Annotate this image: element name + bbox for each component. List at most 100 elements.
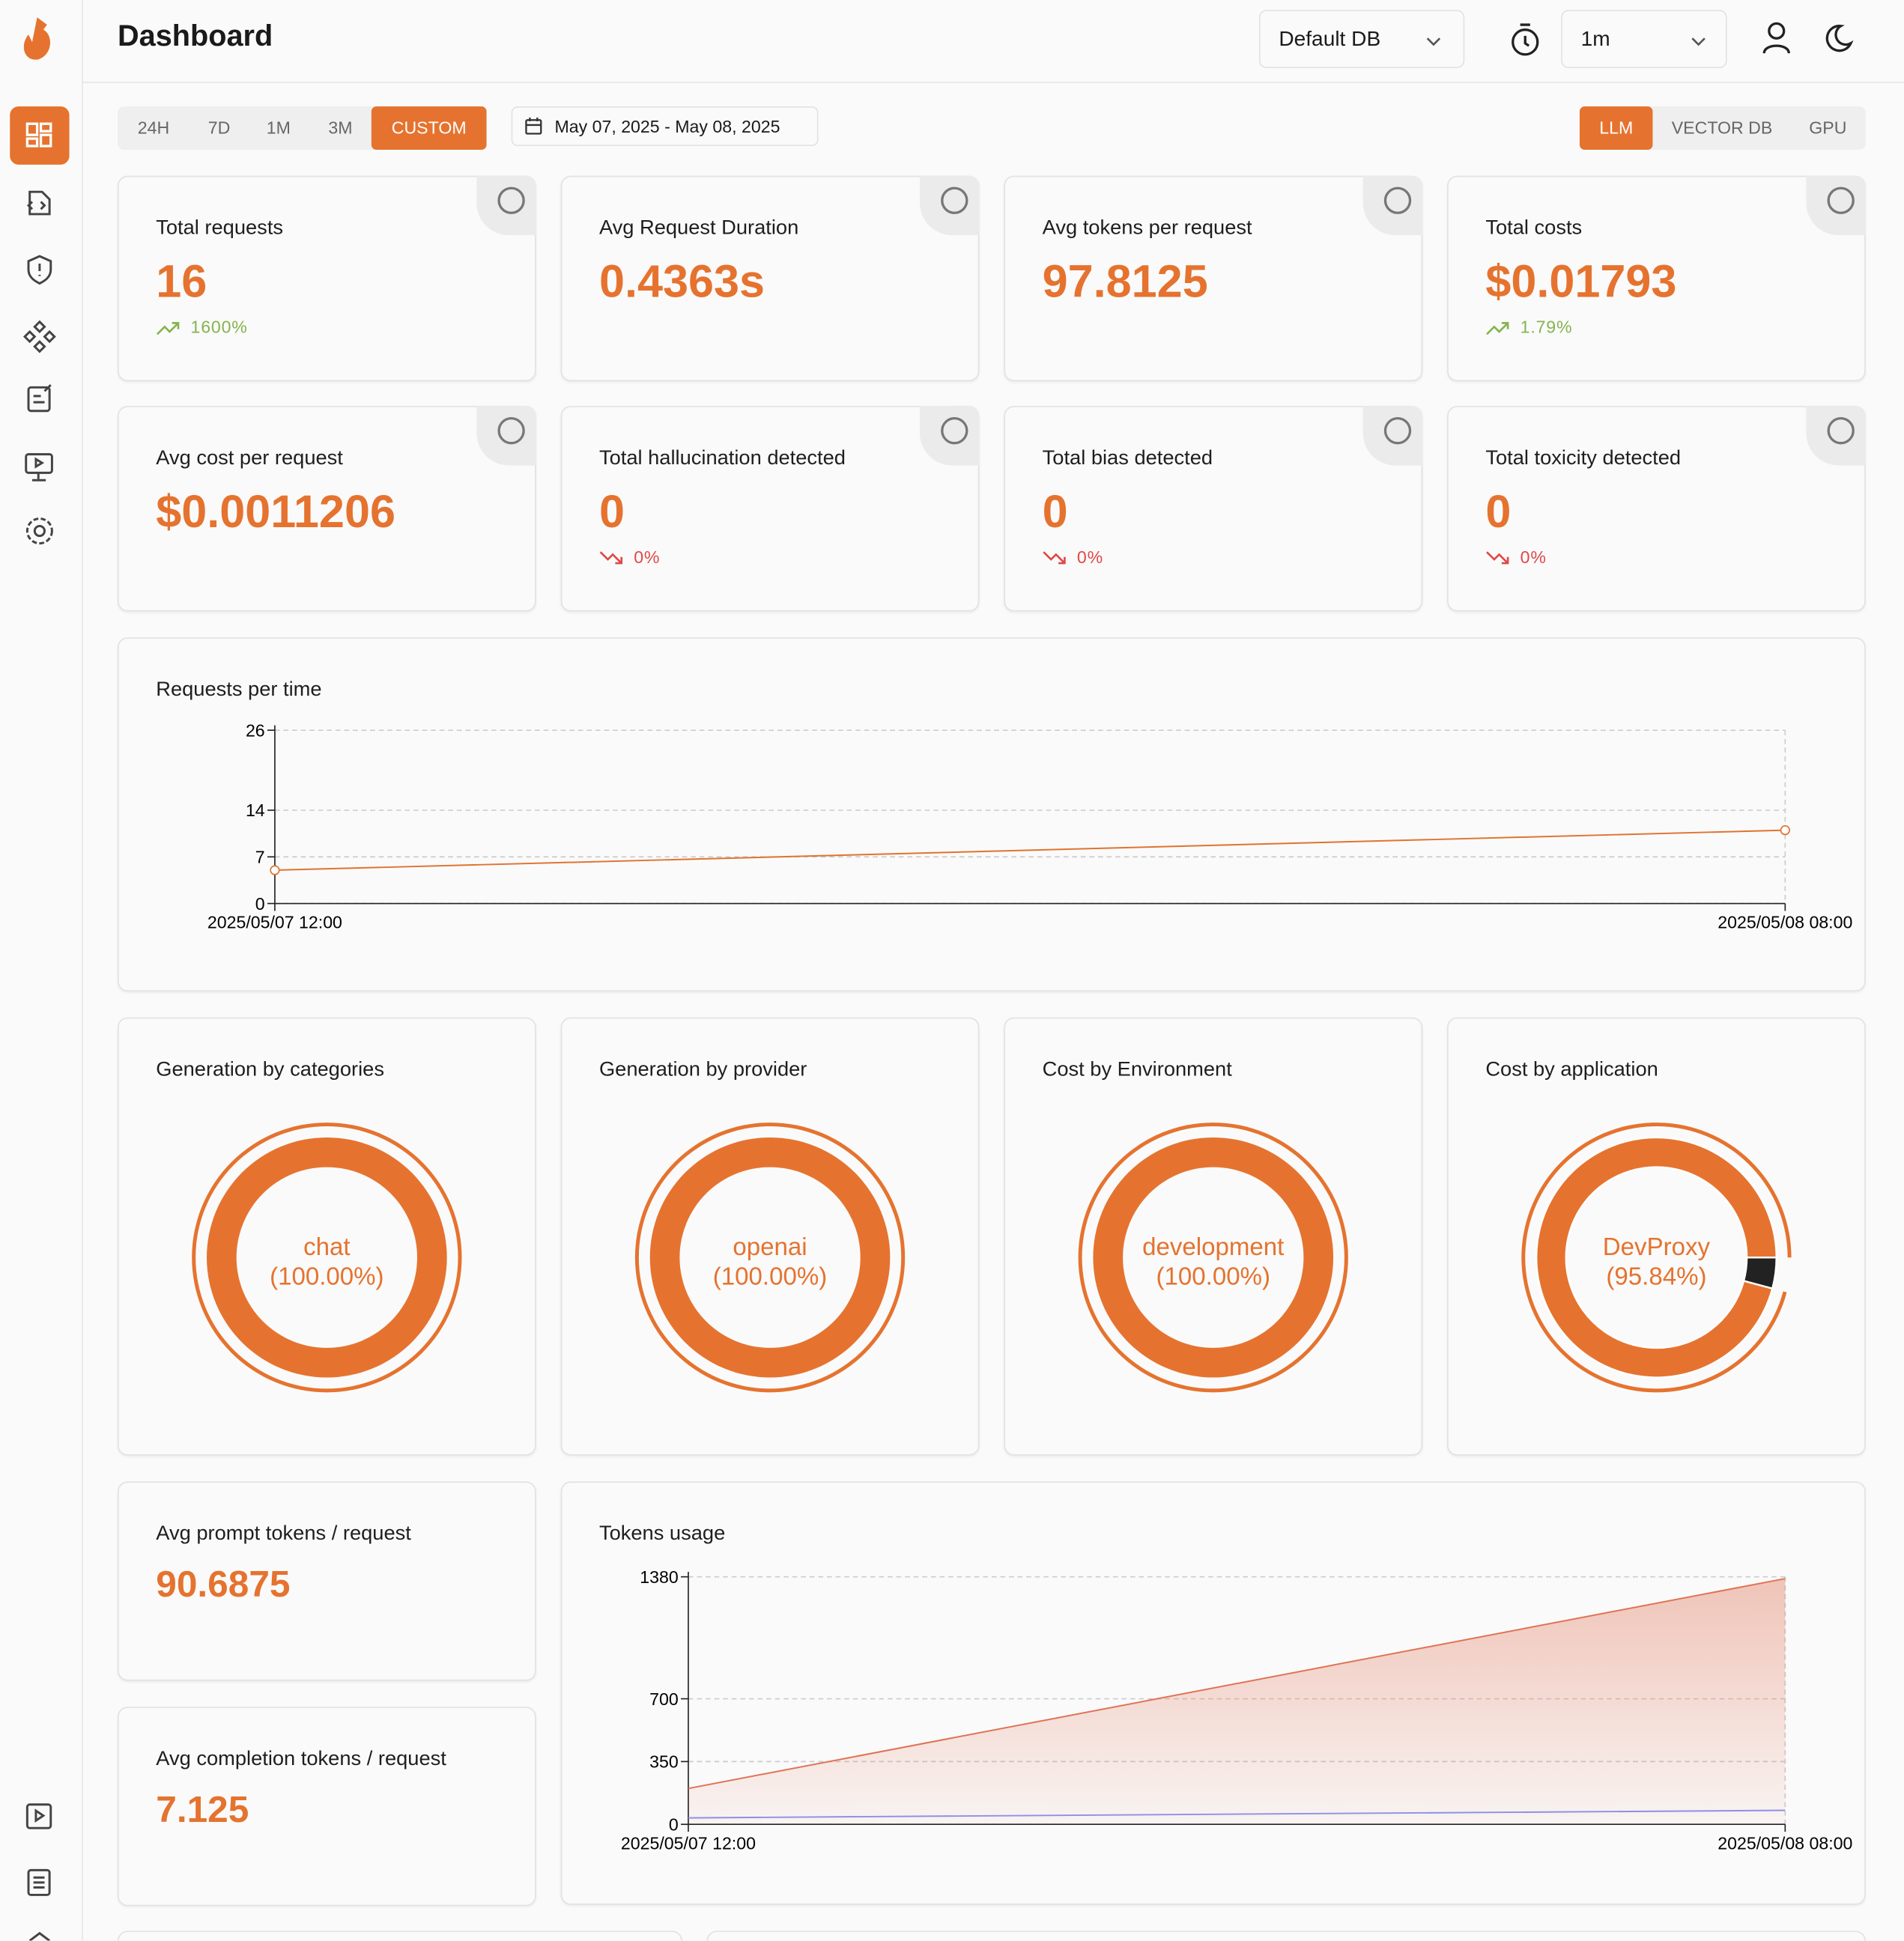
y-tick-label: 0 bbox=[669, 1814, 679, 1834]
icon-shape bbox=[497, 416, 525, 445]
range-button[interactable]: 24H bbox=[137, 118, 170, 138]
icon bbox=[1383, 186, 1412, 214]
chevron bbox=[1426, 37, 1441, 46]
trend-icon bbox=[1486, 551, 1509, 565]
card-icon bbox=[1806, 406, 1866, 466]
stat-card: Total costs $0.01793 1.79% bbox=[1447, 175, 1866, 382]
line bbox=[274, 829, 1786, 872]
donut: DevProxy(95.84%) bbox=[1521, 1123, 1792, 1393]
chart-title: Generation by provider bbox=[598, 1058, 807, 1081]
user-icon[interactable] bbox=[1758, 19, 1795, 57]
card bbox=[118, 1931, 682, 1941]
trend-icon bbox=[599, 551, 623, 565]
icon-shape bbox=[497, 186, 525, 214]
db-select[interactable]: Default DB bbox=[1258, 10, 1465, 68]
range-button[interactable]: 3M bbox=[328, 118, 353, 138]
refresh-icon[interactable] bbox=[1506, 19, 1545, 59]
range-button[interactable]: CUSTOM bbox=[371, 106, 487, 150]
icon-shape bbox=[941, 416, 968, 445]
stat-value: 0.4363s bbox=[598, 256, 765, 307]
stat-change: 0% bbox=[634, 547, 661, 567]
chart-title: Tokens usage bbox=[598, 1522, 726, 1545]
icon bbox=[941, 186, 968, 214]
stat-label: Avg tokens per request bbox=[1042, 216, 1252, 239]
icon-shape bbox=[941, 186, 968, 214]
stat-value: 7.125 bbox=[156, 1789, 249, 1831]
icon bbox=[1383, 416, 1412, 445]
icon-shape bbox=[1383, 186, 1412, 214]
card-icon bbox=[476, 406, 536, 466]
tab-button[interactable]: GPU bbox=[1809, 118, 1847, 138]
refresh-select[interactable]: 1m bbox=[1561, 10, 1727, 68]
stat-value: 0 bbox=[1042, 486, 1068, 538]
card-icon bbox=[1362, 406, 1423, 466]
card-icon bbox=[1362, 175, 1423, 236]
stat-label: Avg prompt tokens / request bbox=[156, 1522, 411, 1545]
donut-center-label: development bbox=[1142, 1233, 1284, 1261]
trend-icon bbox=[156, 322, 180, 335]
stat-card: Total hallucination detected 0 0% bbox=[560, 406, 980, 612]
date-picker[interactable]: May 07, 2025 - May 08, 2025 bbox=[511, 106, 819, 147]
card-icon bbox=[920, 406, 980, 466]
chart-title: Requests per time bbox=[156, 678, 322, 701]
stat-value: $0.01793 bbox=[1485, 256, 1677, 307]
y-tick-label: 0 bbox=[255, 894, 265, 914]
chart: 0 350 700 1380 2025/05/07 12:00 2025/05/08 08… bbox=[621, 1567, 1852, 1853]
tab-button[interactable]: LLM bbox=[1579, 106, 1653, 150]
point bbox=[1780, 825, 1790, 836]
donut-center-label: openai bbox=[733, 1233, 807, 1261]
donut-card: Generation by provider openai (100.00%) bbox=[560, 1017, 980, 1456]
line bbox=[688, 1578, 1786, 1790]
y-tick-label: 700 bbox=[649, 1689, 679, 1709]
stat-label: Total costs bbox=[1485, 216, 1583, 239]
icon-shape bbox=[1827, 186, 1855, 214]
icon bbox=[1827, 186, 1855, 214]
x-tick-label: 2025/05/07 12:00 bbox=[621, 1833, 756, 1853]
chevron bbox=[1691, 37, 1706, 46]
donut-center-label: chat bbox=[303, 1233, 350, 1261]
stat-card: Avg completion tokens / request 7.125 bbox=[118, 1707, 536, 1907]
stat-value: 16 bbox=[156, 256, 207, 307]
trend-icon bbox=[1486, 322, 1509, 335]
stat-card: Total requests 16 1600% bbox=[118, 175, 536, 382]
trend-arrow bbox=[1486, 551, 1509, 565]
icon bbox=[941, 416, 968, 445]
x-tick-label: 2025/05/07 12:00 bbox=[207, 913, 342, 932]
donut-segment bbox=[1742, 1257, 1778, 1290]
stat-value: 90.6875 bbox=[156, 1564, 291, 1606]
calendar-icon bbox=[525, 118, 542, 135]
chart-card: Tokens usage 0 350 700 1380 2025/05/07 12:00 2… bbox=[560, 1481, 1866, 1905]
stat-card: Avg prompt tokens / request 90.6875 bbox=[118, 1481, 536, 1681]
y-tick-label: 350 bbox=[649, 1752, 679, 1772]
theme-icon[interactable] bbox=[1819, 19, 1856, 57]
donut-card: Generation by categories chat (100.00%) bbox=[118, 1017, 536, 1456]
stat-label: Total requests bbox=[156, 216, 284, 239]
page-title: Dashboard bbox=[118, 19, 273, 54]
date-range: May 07, 2025 - May 08, 2025 bbox=[554, 116, 780, 136]
area-fill bbox=[688, 1579, 1786, 1825]
card bbox=[706, 1931, 1866, 1941]
header bbox=[82, 0, 1904, 83]
range-button[interactable]: 7D bbox=[207, 118, 231, 138]
stat-change: 1.79% bbox=[1520, 317, 1573, 337]
stat-value: $0.0011206 bbox=[156, 486, 395, 538]
range-button[interactable]: 1M bbox=[266, 118, 291, 138]
donut: chat(100.00%) bbox=[192, 1123, 462, 1393]
range-group: 24H 7D 1M 3M CUSTOM bbox=[118, 106, 487, 150]
card-icon bbox=[1806, 175, 1866, 236]
refresh-select-value: 1m bbox=[1580, 27, 1610, 51]
donut-segment bbox=[1535, 1136, 1778, 1379]
chart-title: Cost by Environment bbox=[1042, 1058, 1232, 1081]
icon bbox=[497, 416, 525, 445]
stat-value: 0 bbox=[1485, 486, 1512, 538]
tab-button[interactable]: VECTOR DB bbox=[1671, 118, 1773, 138]
stat-label: Total bias detected bbox=[1042, 446, 1213, 470]
point bbox=[270, 865, 280, 875]
stat-card: Total bias detected 0 0% bbox=[1004, 406, 1423, 612]
stat-change: 1600% bbox=[190, 317, 248, 337]
stat-label: Avg completion tokens / request bbox=[156, 1747, 446, 1770]
trend-arrow bbox=[1486, 322, 1509, 335]
y-tick-label: 26 bbox=[246, 720, 265, 740]
donut-card: Cost by Environment development (100.00%) bbox=[1004, 1017, 1423, 1456]
